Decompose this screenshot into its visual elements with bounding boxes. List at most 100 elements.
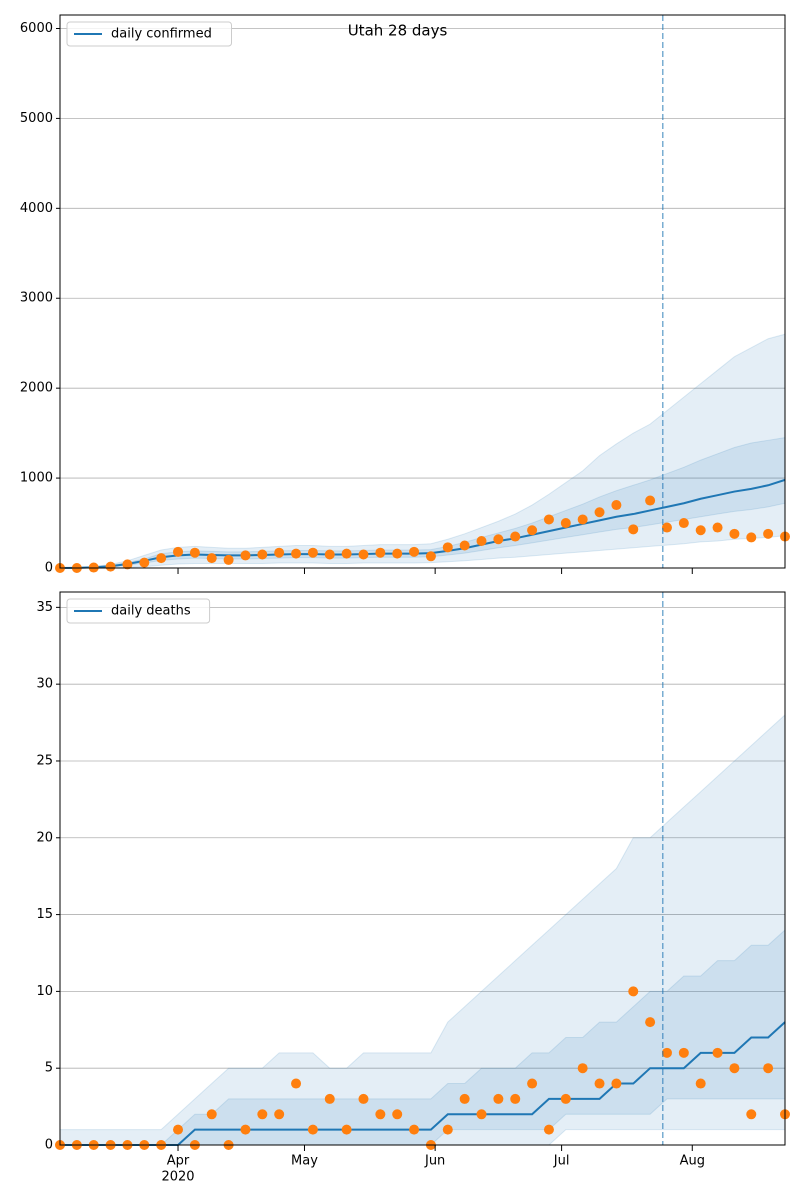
observed-point — [645, 495, 656, 506]
plot-frame — [59, 14, 786, 569]
y-tick-label: 5 — [45, 1061, 53, 1076]
observed-point — [594, 1078, 605, 1089]
observed-point — [577, 1063, 588, 1074]
observed-point — [510, 1093, 521, 1104]
observed-point — [594, 507, 605, 518]
observed-point — [105, 561, 116, 572]
observed-point — [577, 514, 588, 525]
observed-point — [729, 1063, 740, 1074]
observed-point — [425, 551, 436, 562]
observed-point — [409, 546, 420, 557]
x-tick-label: May — [291, 1154, 318, 1169]
observed-point — [763, 1063, 774, 1074]
observed-point — [543, 1124, 554, 1135]
y-tick-label: 4000 — [20, 201, 53, 216]
observed-point — [240, 1124, 251, 1135]
observed-point — [341, 548, 352, 559]
chart-title: Utah 28 days — [348, 22, 448, 40]
legend-box — [66, 21, 232, 47]
observed-point — [173, 546, 184, 557]
y-tick-label: 35 — [36, 600, 53, 615]
observed-point — [543, 514, 554, 525]
observed-point — [459, 540, 470, 551]
legend-label: daily confirmed — [111, 27, 212, 42]
observed-point — [358, 1093, 369, 1104]
observed-point — [257, 549, 268, 560]
y-tick-label: 6000 — [20, 21, 53, 36]
observed-point — [223, 554, 234, 565]
y-tick-label: 15 — [36, 907, 53, 922]
legend-box — [66, 598, 211, 624]
y-tick-label: 20 — [36, 830, 53, 845]
observed-point — [712, 522, 723, 533]
observed-point — [611, 1078, 622, 1089]
observed-point — [763, 528, 774, 539]
observed-point — [358, 549, 369, 560]
observed-point — [291, 1078, 302, 1089]
y-tick-label: 30 — [36, 677, 53, 692]
y-tick-label: 5000 — [20, 111, 53, 126]
observed-point — [307, 1124, 318, 1135]
x-tick-label: Aug — [680, 1154, 705, 1169]
observed-point — [729, 528, 740, 539]
observed-point — [341, 1124, 352, 1135]
observed-point — [291, 548, 302, 559]
x-year-label: 2020 — [161, 1170, 194, 1185]
observed-point — [493, 534, 504, 545]
plot-frame — [59, 591, 786, 1146]
observed-point — [678, 1047, 689, 1058]
observed-point — [375, 1109, 386, 1120]
observed-point — [493, 1093, 504, 1104]
observed-point — [274, 1109, 285, 1120]
series-line — [60, 1021, 786, 1146]
observed-point — [257, 1109, 268, 1120]
observed-point — [206, 1109, 217, 1120]
observed-point — [628, 986, 639, 997]
observed-point — [392, 548, 403, 559]
observed-point — [527, 1078, 538, 1089]
observed-point — [695, 1078, 706, 1089]
observed-point — [695, 525, 706, 536]
observed-point — [442, 1124, 453, 1135]
observed-point — [611, 500, 622, 511]
y-tick-label: 0 — [45, 1138, 53, 1153]
legend-label: daily deaths — [111, 604, 191, 619]
observed-point — [307, 547, 318, 558]
observed-point — [375, 547, 386, 558]
observed-point — [240, 550, 251, 561]
y-tick-label: 0 — [45, 561, 53, 576]
observed-point — [156, 553, 167, 564]
observed-point — [712, 1047, 723, 1058]
observed-point — [324, 1093, 335, 1104]
observed-point — [189, 547, 200, 558]
observed-point — [139, 557, 150, 568]
observed-point — [459, 1093, 470, 1104]
y-tick-label: 10 — [36, 984, 53, 999]
observed-point — [560, 1093, 571, 1104]
observed-point — [476, 1109, 487, 1120]
y-tick-label: 3000 — [20, 291, 53, 306]
observed-point — [628, 524, 639, 535]
observed-point — [173, 1124, 184, 1135]
observed-point — [476, 536, 487, 547]
observed-point — [206, 553, 217, 564]
observed-point — [560, 518, 571, 529]
x-tick-label: Jul — [553, 1154, 570, 1169]
observed-point — [645, 1017, 656, 1028]
observed-point — [122, 559, 133, 570]
y-tick-label: 1000 — [20, 471, 53, 486]
observed-point — [442, 542, 453, 553]
observed-point — [274, 547, 285, 558]
observed-point — [527, 525, 538, 536]
observed-point — [510, 531, 521, 542]
y-tick-label: 2000 — [20, 381, 53, 396]
observed-point — [661, 522, 672, 533]
observed-point — [409, 1124, 420, 1135]
observed-point — [746, 532, 757, 543]
x-tick-label: Jun — [424, 1154, 445, 1169]
y-tick-label: 25 — [36, 753, 53, 768]
observed-point — [324, 549, 335, 560]
observed-point — [678, 518, 689, 529]
